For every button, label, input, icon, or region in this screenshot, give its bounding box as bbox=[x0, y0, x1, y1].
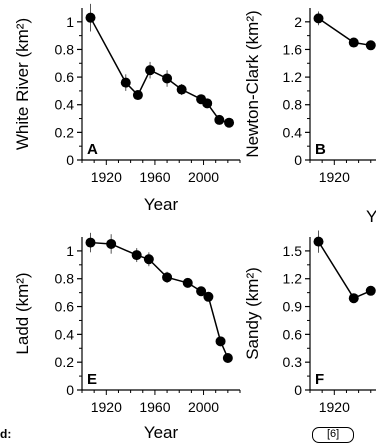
y-tick-label: 0.6 bbox=[283, 326, 303, 342]
y-axis-title: Newton-Clark (km²) bbox=[243, 10, 262, 157]
y-tick-label: 1.2 bbox=[283, 69, 303, 85]
data-point bbox=[203, 291, 214, 302]
y-tick-label: 0.3 bbox=[283, 354, 303, 370]
panel-letter: E bbox=[87, 371, 97, 388]
y-tick-label: 0.4 bbox=[55, 326, 75, 342]
data-point bbox=[120, 77, 131, 88]
data-point bbox=[162, 73, 173, 84]
y-axis-title: Sandy (km²) bbox=[243, 267, 262, 360]
y-tick-label: 0.2 bbox=[55, 124, 75, 140]
x-axis-title: Year bbox=[144, 195, 179, 214]
data-point bbox=[313, 236, 324, 247]
series-line bbox=[317, 241, 372, 300]
data-point bbox=[365, 285, 376, 296]
x-tick-label: 1920 bbox=[319, 399, 350, 415]
data-point bbox=[215, 336, 226, 347]
series-line bbox=[89, 17, 230, 124]
x-tick-label: 2000 bbox=[188, 169, 219, 185]
x-tick-label: 1960 bbox=[139, 399, 170, 415]
y-tick-label: 0.6 bbox=[55, 299, 75, 315]
x-tick-label: 1920 bbox=[91, 399, 122, 415]
data-point bbox=[176, 84, 187, 95]
y-tick-label: 0.8 bbox=[283, 97, 303, 113]
y-tick-label: 1.6 bbox=[283, 41, 303, 57]
y-tick-label: 0.9 bbox=[283, 299, 303, 315]
panel-a-white-river: 0 0.2 0.4 0.6 0.8 1 1920 1960 2000 Year White Rive… bbox=[13, 3, 241, 214]
y-axis-title: Ladd (km²) bbox=[13, 272, 32, 354]
y-tick-label: 0 bbox=[66, 382, 74, 398]
panel-f-sandy: 00.30.60.91.21.5192019Sandy (km²)F bbox=[243, 230, 376, 415]
x-tick-label: 1960 bbox=[139, 169, 170, 185]
y-tick-label: 0.4 bbox=[283, 124, 303, 140]
citation-badge[interactable]: [6] bbox=[312, 427, 355, 443]
data-point bbox=[132, 90, 143, 101]
data-point bbox=[162, 272, 173, 283]
data-point bbox=[85, 12, 96, 23]
y-tick-label: 1.2 bbox=[283, 271, 303, 287]
y-tick-label: 0.8 bbox=[55, 41, 75, 57]
x-axis-title: Year bbox=[144, 423, 179, 442]
data-point bbox=[313, 13, 324, 24]
data-point bbox=[224, 117, 235, 128]
y-tick-label: 0.4 bbox=[55, 97, 75, 113]
panel-e-ladd: 0 0.2 0.4 0.6 0.8 1 1920 1960 2000 Year Ladd (km²)… bbox=[13, 232, 241, 442]
panel-letter: A bbox=[87, 141, 98, 158]
x-tick-label: 1920 bbox=[319, 169, 350, 185]
data-point bbox=[85, 237, 96, 248]
data-point bbox=[348, 37, 359, 48]
panel-b-newton-clark: 00.40.81.21.62192019Newton-Clark (km²)B bbox=[243, 8, 376, 185]
data-point bbox=[131, 250, 142, 261]
panel-letter: B bbox=[315, 141, 326, 158]
series-line bbox=[90, 241, 229, 359]
y-tick-label: 2 bbox=[294, 14, 302, 30]
data-point bbox=[222, 353, 233, 364]
y-tick-label: 0.6 bbox=[55, 69, 75, 85]
y-axis-title: White River (km²) bbox=[13, 18, 32, 150]
y-tick-label: 1 bbox=[66, 243, 74, 259]
data-point bbox=[214, 114, 225, 125]
x-tick-label: 2000 bbox=[188, 399, 219, 415]
panel-letter: F bbox=[315, 371, 324, 388]
y-tick-label: 1.5 bbox=[283, 243, 303, 259]
data-point bbox=[145, 65, 156, 76]
series-line bbox=[318, 17, 371, 47]
y-tick-label: 0 bbox=[294, 382, 302, 398]
panel-b-xlabel-partial: Ye bbox=[366, 207, 376, 226]
data-point bbox=[182, 277, 193, 288]
y-tick-label: 1 bbox=[66, 14, 74, 30]
y-tick-label: 0 bbox=[294, 152, 302, 168]
data-point bbox=[365, 40, 376, 51]
data-point bbox=[106, 238, 117, 249]
caption-fragment-left: d: bbox=[0, 427, 12, 441]
data-point bbox=[143, 254, 154, 265]
y-tick-label: 0.2 bbox=[55, 354, 75, 370]
data-point bbox=[348, 293, 359, 304]
y-tick-label: 0.8 bbox=[55, 271, 75, 287]
data-point bbox=[196, 286, 207, 297]
x-tick-label: 1920 bbox=[91, 169, 122, 185]
y-tick-label: 0 bbox=[66, 152, 74, 168]
data-point bbox=[202, 98, 213, 109]
